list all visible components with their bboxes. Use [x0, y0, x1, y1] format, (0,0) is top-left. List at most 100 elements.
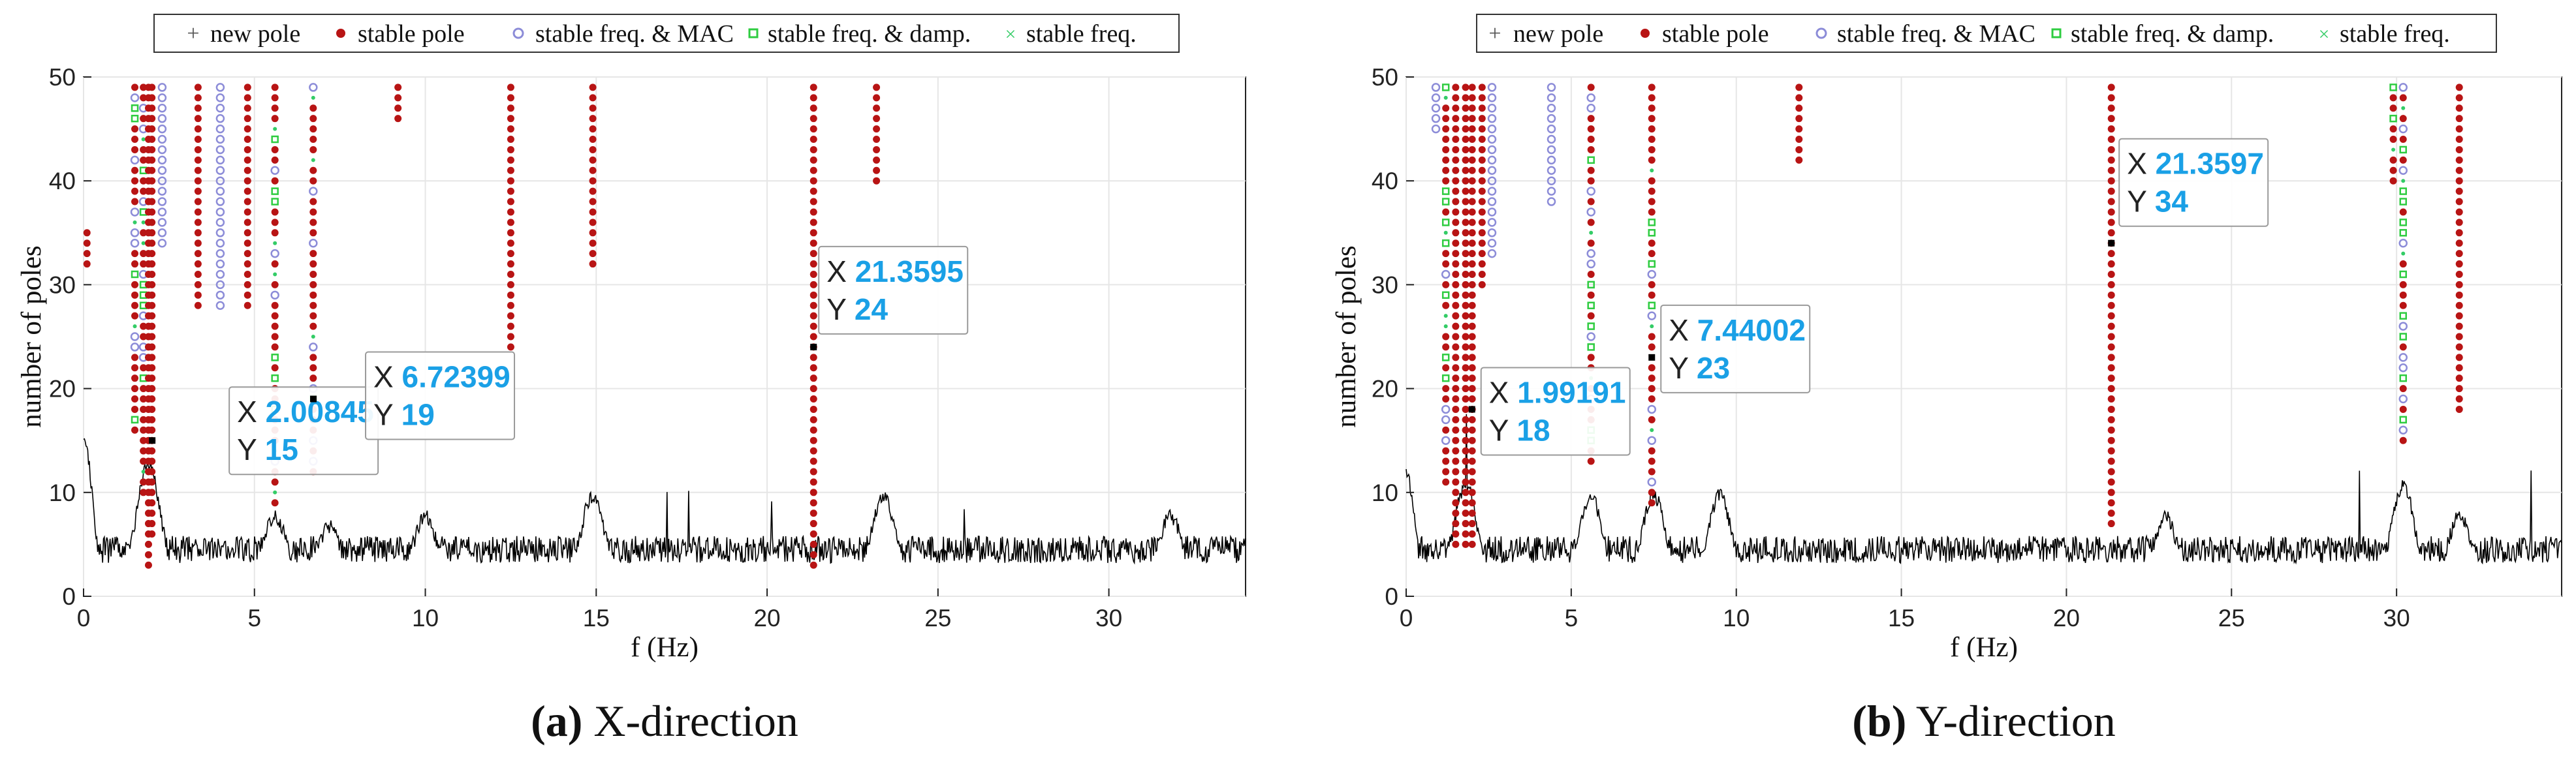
stable-pole-point-b	[1462, 291, 1469, 299]
stable-freq-mac-point-b	[1487, 197, 1497, 206]
datatip-x-value: 2.00845	[266, 395, 374, 429]
stable-pole-point-a	[83, 229, 91, 237]
stable-pole-point-b	[1452, 395, 1460, 403]
stable-freq-mac-point-a	[309, 187, 318, 196]
stable-freq-mac-point-b	[1586, 249, 1595, 258]
stable-pole-point-a	[194, 291, 202, 299]
stable-pole-point-b	[1462, 395, 1469, 403]
stable-pole-point-b	[1648, 94, 1656, 102]
stable-pole-point-a	[140, 115, 148, 123]
stable-pole-point-a	[140, 333, 148, 341]
stable-pole-point-b	[1478, 166, 1486, 174]
stable-pole-point-a	[809, 561, 817, 569]
stable-pole-point-b	[1478, 177, 1486, 185]
stable-pole-point-a	[809, 198, 817, 206]
stable-freq-mac-point-b	[1441, 404, 1451, 414]
stable-freq-mac-point-a	[157, 83, 167, 92]
stable-pole-point-b	[1587, 84, 1595, 91]
stable-pole-point-b	[2107, 187, 2115, 195]
stable-freq-point-a	[141, 220, 146, 224]
ytick-label-a: 30	[49, 271, 76, 298]
stable-pole-point-a	[148, 333, 156, 341]
stable-pole-point-a	[809, 520, 817, 528]
stable-pole-point-b	[2107, 208, 2115, 216]
legend-stable-freq-mac-a: stable freq. & MAC	[535, 20, 734, 48]
stable-pole-point-a	[507, 94, 514, 102]
stable-pole-point-b	[1648, 447, 1656, 455]
stable-pole-point-a	[148, 520, 156, 528]
stable-freq-mac-point-a	[270, 166, 279, 175]
stable-pole-point-b	[1452, 510, 1460, 517]
stable-pole-point-b	[2107, 520, 2115, 528]
datatip-x-line-b: X 7.44002	[1669, 313, 1806, 347]
stable-freq-mac-point-b	[1586, 93, 1595, 102]
stable-pole-point-a	[809, 447, 817, 455]
stable-freq-mac-point-b	[2398, 363, 2408, 373]
stable-pole-point-a	[148, 145, 156, 153]
datatip-y-value: 18	[1516, 413, 1550, 447]
stable-freq-mac-point-a	[309, 83, 318, 92]
stable-pole-point-b	[1468, 187, 1476, 195]
stable-pole-point-a	[131, 187, 139, 195]
stable-freq-point-b	[1443, 95, 1448, 100]
datatip-x-value: 21.3595	[855, 254, 964, 288]
stable-pole-point-b	[1442, 208, 1450, 216]
stable-freq-mac-point-b	[1487, 176, 1497, 185]
stable-pole-point-b	[2399, 136, 2407, 144]
stable-pole-point-a	[507, 281, 514, 288]
stable-pole-point-a	[809, 136, 817, 144]
stable-pole-point-b	[1468, 447, 1476, 455]
datatip-x-label: X	[237, 395, 265, 429]
stable-pole-point-a	[140, 229, 148, 237]
stable-pole-point-a	[507, 322, 514, 330]
stable-pole-point-a	[243, 187, 251, 195]
caption-b-space	[1906, 696, 1915, 746]
stable-pole-point-b	[1587, 145, 1595, 153]
stable-pole-point-b	[1462, 343, 1469, 351]
stable-pole-point-b	[1648, 468, 1656, 476]
stable-pole-point-a	[148, 312, 156, 320]
stable-pole-point-b	[1462, 301, 1469, 309]
stable-freq-point-b	[1650, 324, 1654, 329]
stable-pole-point-b	[2455, 312, 2463, 320]
stable-pole-point-b	[1462, 198, 1469, 206]
stable-pole-point-b	[1442, 333, 1450, 341]
datatip-box-a	[365, 351, 516, 440]
stable-pole-point-a	[243, 125, 251, 133]
datatip-box-b	[2118, 138, 2269, 227]
stable-pole-point-a	[507, 187, 514, 195]
stable-pole-point-b	[1442, 457, 1450, 465]
stable-pole-point-b	[2107, 426, 2115, 434]
stable-pole-point-b	[2107, 291, 2115, 299]
stable-pole-point-b	[1462, 312, 1469, 320]
stable-freq-damp-point-b	[2399, 416, 2408, 424]
datatip-y-label: Y	[826, 292, 855, 326]
stable-pole-point-b	[1468, 166, 1476, 174]
stable-pole-point-a	[809, 187, 817, 195]
stable-pole-point-a	[243, 260, 251, 268]
stable-pole-point-b	[1442, 447, 1450, 455]
stable-pole-point-a	[589, 177, 597, 185]
stable-pole-point-b	[1452, 229, 1460, 237]
stable-freq-mac-point-a	[157, 207, 167, 217]
stable-freq-mac-point-a	[130, 228, 140, 237]
stable-freq-mac-point-b	[2398, 353, 2408, 362]
stable-pole-point-a	[148, 510, 156, 517]
stable-pole-point-b	[1468, 489, 1476, 496]
stable-pole-point-a	[243, 219, 251, 226]
stable-freq-mac-point-b	[1547, 187, 1556, 196]
stable-pole-point-b	[1452, 354, 1460, 361]
stable-freq-damp-point-a	[131, 114, 139, 123]
stable-pole-point-a	[309, 291, 317, 299]
stable-pole-point-b	[1587, 270, 1595, 278]
stable-pole-point-b	[1452, 530, 1460, 538]
stable-pole-point-a	[589, 115, 597, 123]
xlabel-a: f (Hz)	[631, 632, 699, 663]
stable-pole-point-a	[309, 270, 317, 278]
stable-freq-mac-point-a	[215, 83, 225, 92]
stable-pole-point-b	[2455, 208, 2463, 216]
stable-freq-mac-point-b	[1487, 134, 1497, 144]
stable-pole-point-b	[1442, 145, 1450, 153]
stable-pole-point-b	[2107, 177, 2115, 185]
stable-pole-point-a	[589, 136, 597, 144]
